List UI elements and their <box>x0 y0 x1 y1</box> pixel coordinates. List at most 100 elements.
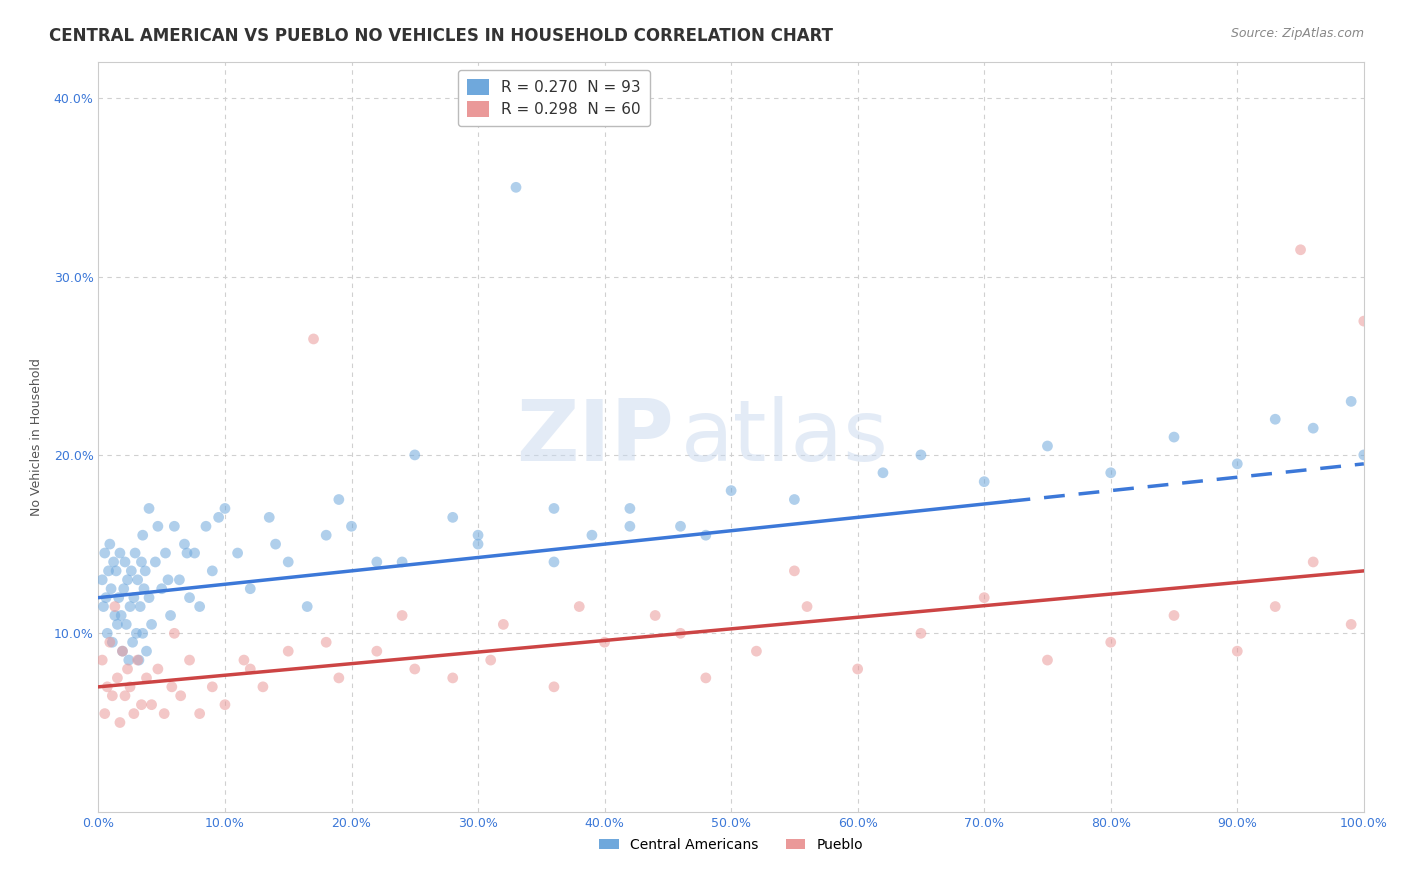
Point <box>100 582 122 596</box>
Point <box>479 653 502 667</box>
Point <box>93 706 117 721</box>
Point <box>340 519 363 533</box>
Point <box>391 608 413 623</box>
Point <box>467 537 489 551</box>
Text: atlas: atlas <box>681 395 889 479</box>
Point <box>226 546 249 560</box>
Point <box>259 510 281 524</box>
Point <box>619 501 641 516</box>
Point <box>131 698 153 712</box>
Point <box>233 653 256 667</box>
Point <box>124 546 146 560</box>
Point <box>122 706 145 721</box>
Point <box>1302 555 1324 569</box>
Point <box>176 546 198 560</box>
Point <box>138 501 160 516</box>
Point <box>1099 466 1122 480</box>
Point <box>169 689 191 703</box>
Point <box>441 671 464 685</box>
Point <box>120 680 141 694</box>
Point <box>239 662 262 676</box>
Point <box>872 466 894 480</box>
Point <box>201 564 224 578</box>
Point <box>783 564 806 578</box>
Point <box>135 671 157 685</box>
Point <box>846 662 869 676</box>
Point <box>188 706 211 721</box>
Point <box>101 689 124 703</box>
Point <box>98 635 121 649</box>
Point <box>1226 457 1249 471</box>
Point <box>1353 314 1375 328</box>
Point <box>104 608 127 623</box>
Point <box>94 591 117 605</box>
Point <box>129 599 152 614</box>
Point <box>91 573 114 587</box>
Point <box>1264 412 1286 426</box>
Point <box>146 662 169 676</box>
Point <box>108 546 131 560</box>
Point <box>910 448 932 462</box>
Point <box>1163 430 1185 444</box>
Point <box>1340 617 1362 632</box>
Point <box>141 617 163 632</box>
Point <box>157 573 180 587</box>
Point <box>1340 394 1362 409</box>
Point <box>138 591 160 605</box>
Point <box>568 599 591 614</box>
Point <box>297 599 319 614</box>
Point <box>115 617 138 632</box>
Point <box>328 492 350 507</box>
Point <box>145 555 166 569</box>
Point <box>155 546 177 560</box>
Text: CENTRAL AMERICAN VS PUEBLO NO VEHICLES IN HOUSEHOLD CORRELATION CHART: CENTRAL AMERICAN VS PUEBLO NO VEHICLES I… <box>49 27 834 45</box>
Point <box>644 608 666 623</box>
Point <box>593 635 616 649</box>
Point <box>315 528 337 542</box>
Point <box>108 715 131 730</box>
Text: ZIP: ZIP <box>516 395 675 479</box>
Point <box>745 644 768 658</box>
Point <box>127 653 149 667</box>
Point <box>366 644 388 658</box>
Point <box>120 599 141 614</box>
Point <box>302 332 325 346</box>
Point <box>122 591 145 605</box>
Point <box>404 662 426 676</box>
Point <box>1036 439 1059 453</box>
Point <box>112 582 135 596</box>
Point <box>1036 653 1059 667</box>
Point <box>239 582 262 596</box>
Point <box>581 528 603 542</box>
Point <box>391 555 413 569</box>
Point <box>96 680 118 694</box>
Point <box>973 591 995 605</box>
Point <box>110 608 132 623</box>
Point <box>1353 448 1375 462</box>
Point <box>315 635 337 649</box>
Point <box>1302 421 1324 435</box>
Point <box>125 626 148 640</box>
Point <box>910 626 932 640</box>
Point <box>160 680 183 694</box>
Point <box>252 680 274 694</box>
Point <box>183 546 205 560</box>
Point <box>118 653 141 667</box>
Point <box>128 653 150 667</box>
Point <box>783 492 806 507</box>
Point <box>201 680 224 694</box>
Point <box>404 448 426 462</box>
Point <box>264 537 287 551</box>
Point <box>1099 635 1122 649</box>
Point <box>179 653 201 667</box>
Point <box>277 644 299 658</box>
Point <box>146 519 169 533</box>
Point <box>107 617 129 632</box>
Y-axis label: No Vehicles in Household: No Vehicles in Household <box>30 359 42 516</box>
Point <box>695 528 717 542</box>
Point <box>720 483 742 498</box>
Point <box>467 528 489 542</box>
Point <box>96 626 118 640</box>
Point <box>796 599 818 614</box>
Point <box>114 555 136 569</box>
